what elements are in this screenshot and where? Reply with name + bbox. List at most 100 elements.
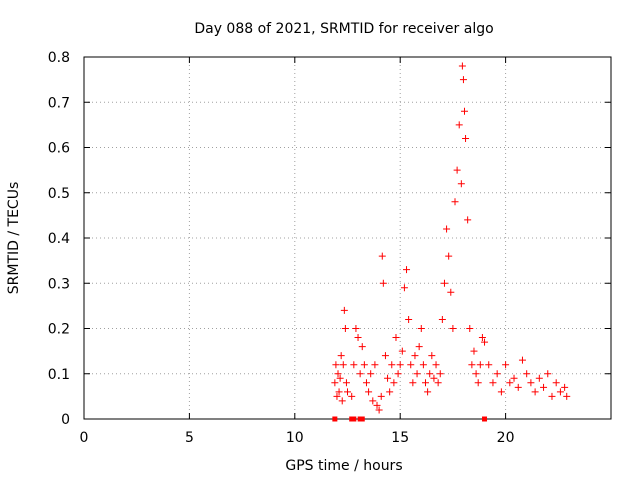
data-point: [531, 388, 539, 396]
data-point: [350, 361, 358, 369]
data-point: [356, 370, 364, 378]
data-point: [472, 370, 480, 378]
y-tick-label: 0.4: [48, 231, 70, 247]
data-point: [388, 361, 396, 369]
data-point: [458, 62, 466, 70]
data-point: [449, 325, 457, 332]
x-axis-label: GPS time / hours: [285, 458, 402, 474]
data-point: [342, 379, 350, 387]
x-tick-labels: 0 5 10 15 20: [80, 430, 515, 446]
y-tick-label: 0.3: [48, 276, 70, 292]
data-point: [375, 406, 383, 414]
data-point: [445, 252, 453, 260]
data-point: [331, 379, 339, 387]
data-point: [367, 370, 375, 378]
data-point: [443, 225, 451, 233]
axis-ticks: [83, 56, 611, 420]
data-point: [348, 392, 356, 400]
data-point: [502, 361, 510, 369]
data-point: [417, 325, 425, 332]
data-point: [563, 392, 571, 400]
data-point: [340, 306, 348, 314]
y-axis-label: SRMTID / TECUs: [6, 182, 22, 295]
data-point: [373, 401, 381, 409]
data-point: [552, 379, 560, 387]
data-point: [424, 388, 432, 396]
data-point: [523, 370, 531, 378]
data-point: [334, 370, 342, 378]
data-point: [462, 134, 470, 142]
data-point: [390, 379, 398, 387]
data-point: [451, 198, 459, 206]
data-point: [421, 379, 429, 387]
data-point: [405, 315, 413, 323]
data-point: [398, 347, 406, 355]
data-point: [352, 325, 360, 332]
data-point: [434, 379, 442, 387]
data-point: [481, 338, 489, 346]
grid-lines: [84, 57, 611, 419]
data-point: [497, 388, 505, 396]
data-point: [362, 379, 370, 387]
data-point: [396, 361, 404, 369]
data-point: [332, 416, 338, 422]
x-tick-label: 10: [286, 430, 304, 446]
data-point: [339, 361, 347, 369]
data-point: [476, 361, 484, 369]
data-point: [514, 383, 522, 391]
x-tick-label: 0: [80, 430, 89, 446]
y-tick-label: 0.6: [48, 141, 70, 157]
data-point: [415, 343, 423, 351]
data-point: [459, 76, 467, 84]
data-point: [561, 383, 569, 391]
data-point: [466, 325, 474, 332]
data-point: [438, 315, 446, 323]
data-point: [506, 379, 514, 387]
y-tick-label: 0.5: [48, 186, 70, 202]
data-point: [430, 374, 438, 382]
y-tick-label: 0.8: [48, 50, 70, 66]
data-point: [478, 334, 486, 342]
data-point: [403, 266, 411, 274]
data-point: [440, 279, 448, 287]
data-point: [485, 361, 493, 369]
data-point: [482, 416, 488, 422]
data-points: [331, 62, 571, 422]
data-point: [535, 374, 543, 382]
chart-title: Day 088 of 2021, SRMTID for receiver alg…: [194, 21, 493, 37]
data-point: [344, 388, 351, 396]
data-point: [369, 397, 377, 405]
data-point: [381, 352, 389, 360]
data-point: [371, 361, 379, 369]
x-tick-label: 5: [185, 430, 194, 446]
data-point: [540, 383, 548, 391]
data-point: [413, 370, 421, 378]
data-point: [556, 388, 564, 396]
data-point: [359, 416, 365, 422]
data-point: [426, 370, 434, 378]
y-tick-label: 0.2: [48, 322, 70, 338]
data-point: [518, 356, 526, 364]
data-point: [411, 352, 419, 360]
data-point: [470, 347, 478, 355]
data-point: [365, 388, 373, 396]
data-point: [358, 343, 366, 351]
y-tick-label: 0.7: [48, 95, 70, 111]
data-point: [453, 166, 461, 174]
data-point: [527, 379, 535, 387]
data-point: [332, 361, 340, 369]
data-point: [384, 374, 392, 382]
data-point: [337, 352, 345, 360]
data-point: [493, 370, 501, 378]
data-point: [548, 392, 556, 400]
data-point: [464, 216, 472, 224]
data-point: [338, 397, 346, 405]
y-tick-labels: 0 0.1 0.2 0.3 0.4 0.5 0.6 0.7 0.8: [48, 50, 70, 428]
data-point: [400, 284, 408, 292]
data-point: [468, 361, 476, 369]
data-point: [436, 370, 444, 378]
data-point: [460, 107, 468, 115]
data-point: [392, 334, 400, 342]
